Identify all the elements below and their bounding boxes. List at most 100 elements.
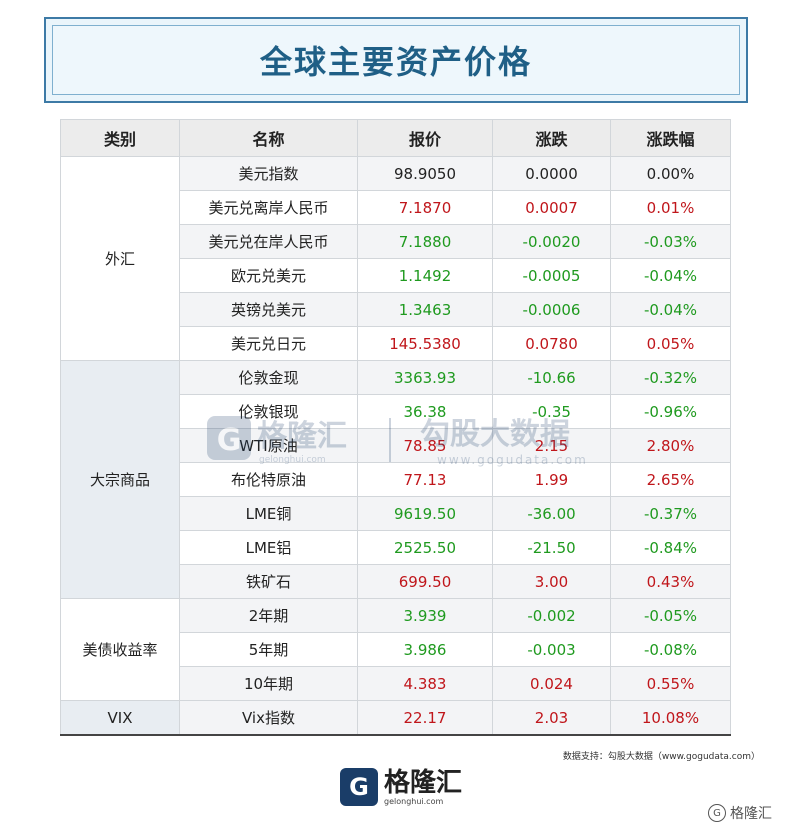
price-cell: 1.1492	[357, 258, 493, 293]
table-row: 伦敦银现 36.38 -0.35 -0.96%	[61, 394, 731, 429]
change-pct-cell: 0.00%	[610, 156, 731, 191]
price-cell: 4.383	[357, 666, 493, 701]
price-cell: 3.939	[357, 598, 493, 633]
category-cell: 大宗商品	[60, 360, 180, 599]
logo-name: 格隆汇	[384, 767, 463, 798]
page-title: 全球主要资产价格	[259, 43, 532, 81]
price-cell: 78.85	[357, 428, 493, 463]
source-note: 数据支持：勾股大数据（www.gogudata.com）	[562, 752, 760, 762]
table-row: 美元兑离岸人民币 7.1870 0.0007 0.01%	[61, 190, 731, 225]
table-row: VIX Vix指数 22.17 2.03 10.08%	[60, 700, 731, 736]
table-body: 外汇 美元指数 98.9050 0.0000 0.00% 美元兑离岸人民币 7.1870 0.…	[60, 156, 731, 736]
asset-name-cell: 布伦特原油	[179, 462, 358, 497]
table-row: 大宗商品 伦敦金现 3363.93 -10.66 -0.32%	[60, 360, 731, 599]
asset-name-cell: 2年期	[179, 598, 358, 633]
asset-name-cell: 欧元兑美元	[179, 258, 358, 293]
corner-g-icon: G	[708, 804, 726, 822]
category-cell: 美债收益率	[60, 598, 180, 701]
price-cell: 22.17	[357, 700, 493, 736]
asset-name-cell: 美元兑日元	[179, 326, 358, 361]
price-cell: 3363.93	[357, 360, 493, 395]
table-row: 美元兑在岸人民币 7.1880 -0.0020 -0.03%	[61, 224, 731, 259]
table-row: LME铜 9619.50 -36.00 -0.37%	[61, 496, 731, 531]
price-cell: 699.50	[357, 564, 493, 599]
change-pct-cell: -0.37%	[610, 496, 731, 531]
header-change: 涨跌	[492, 119, 611, 157]
change-cell: 2.15	[492, 428, 611, 463]
header-name: 名称	[179, 119, 358, 157]
footer-logo: G 格隆汇 gelonghui.com	[340, 764, 462, 810]
table-row: 欧元兑美元 1.1492 -0.0005 -0.04%	[61, 258, 731, 293]
category-cell: 外汇	[60, 156, 180, 361]
change-pct-cell: -0.04%	[610, 292, 731, 327]
asset-name-cell: 铁矿石	[179, 564, 358, 599]
change-pct-cell: 0.05%	[610, 326, 731, 361]
logo-mark-icon: G	[340, 768, 378, 806]
header-price: 报价	[357, 119, 493, 157]
price-cell: 98.9050	[357, 156, 493, 191]
asset-name-cell: Vix指数	[179, 700, 358, 736]
price-cell: 77.13	[357, 462, 493, 497]
change-pct-cell: 0.55%	[610, 666, 731, 701]
logo-url: gelonghui.com	[384, 796, 444, 806]
change-pct-cell: 2.65%	[610, 462, 731, 497]
change-cell: 0.0000	[492, 156, 611, 191]
change-pct-cell: -0.04%	[610, 258, 731, 293]
price-cell: 1.3463	[357, 292, 493, 327]
table-header-row: 类别 名称 报价 涨跌 涨跌幅	[60, 119, 731, 157]
table-row: 10年期 4.383 0.024 0.55%	[61, 666, 731, 701]
asset-name-cell: 伦敦银现	[179, 394, 358, 429]
change-cell: 0.0780	[492, 326, 611, 361]
change-pct-cell: 0.01%	[610, 190, 731, 225]
asset-name-cell: 5年期	[179, 632, 358, 667]
header-change-pct: 涨跌幅	[610, 119, 731, 157]
corner-brand: 格隆汇	[730, 806, 772, 822]
price-cell: 145.5380	[357, 326, 493, 361]
title-banner-inner: 全球主要资产价格	[52, 25, 740, 95]
table-row: LME铝 2525.50 -21.50 -0.84%	[61, 530, 731, 565]
price-table: 类别 名称 报价 涨跌 涨跌幅 外汇 美元指数 98.9050 0.0000 0.00%…	[60, 119, 731, 736]
change-cell: 3.00	[492, 564, 611, 599]
change-pct-cell: -0.03%	[610, 224, 731, 259]
asset-name-cell: WTI原油	[179, 428, 358, 463]
asset-name-cell: LME铜	[179, 496, 358, 531]
asset-name-cell: 英镑兑美元	[179, 292, 358, 327]
change-cell: 2.03	[492, 700, 611, 736]
change-cell: -0.0006	[492, 292, 611, 327]
table-row: 美债收益率 2年期 3.939 -0.002 -0.05%	[60, 598, 731, 701]
change-cell: -0.0020	[492, 224, 611, 259]
table-row: 5年期 3.986 -0.003 -0.08%	[61, 632, 731, 667]
asset-name-cell: 10年期	[179, 666, 358, 701]
change-pct-cell: 2.80%	[610, 428, 731, 463]
change-cell: -0.0005	[492, 258, 611, 293]
table-row: 布伦特原油 77.13 1.99 2.65%	[61, 462, 731, 497]
header-category: 类别	[60, 119, 180, 157]
change-pct-cell: -0.84%	[610, 530, 731, 565]
change-pct-cell: 10.08%	[610, 700, 731, 736]
asset-name-cell: 伦敦金现	[179, 360, 358, 395]
category-cell: VIX	[60, 700, 180, 736]
price-cell: 9619.50	[357, 496, 493, 531]
price-cell: 3.986	[357, 632, 493, 667]
asset-name-cell: 美元兑在岸人民币	[179, 224, 358, 259]
corner-watermark: G 格隆汇	[708, 803, 772, 823]
change-cell: 0.024	[492, 666, 611, 701]
change-cell: -0.35	[492, 394, 611, 429]
change-cell: 1.99	[492, 462, 611, 497]
price-cell: 2525.50	[357, 530, 493, 565]
price-cell: 36.38	[357, 394, 493, 429]
table-row: 英镑兑美元 1.3463 -0.0006 -0.04%	[61, 292, 731, 327]
change-pct-cell: -0.96%	[610, 394, 731, 429]
change-cell: -36.00	[492, 496, 611, 531]
change-pct-cell: 0.43%	[610, 564, 731, 599]
change-cell: 0.0007	[492, 190, 611, 225]
title-banner: 全球主要资产价格	[44, 17, 748, 103]
change-pct-cell: -0.32%	[610, 360, 731, 395]
change-cell: -0.002	[492, 598, 611, 633]
change-cell: -10.66	[492, 360, 611, 395]
change-cell: -0.003	[492, 632, 611, 667]
table-row: 外汇 美元指数 98.9050 0.0000 0.00%	[60, 156, 731, 361]
change-cell: -21.50	[492, 530, 611, 565]
asset-name-cell: 美元兑离岸人民币	[179, 190, 358, 225]
table-row: WTI原油 78.85 2.15 2.80%	[61, 428, 731, 463]
